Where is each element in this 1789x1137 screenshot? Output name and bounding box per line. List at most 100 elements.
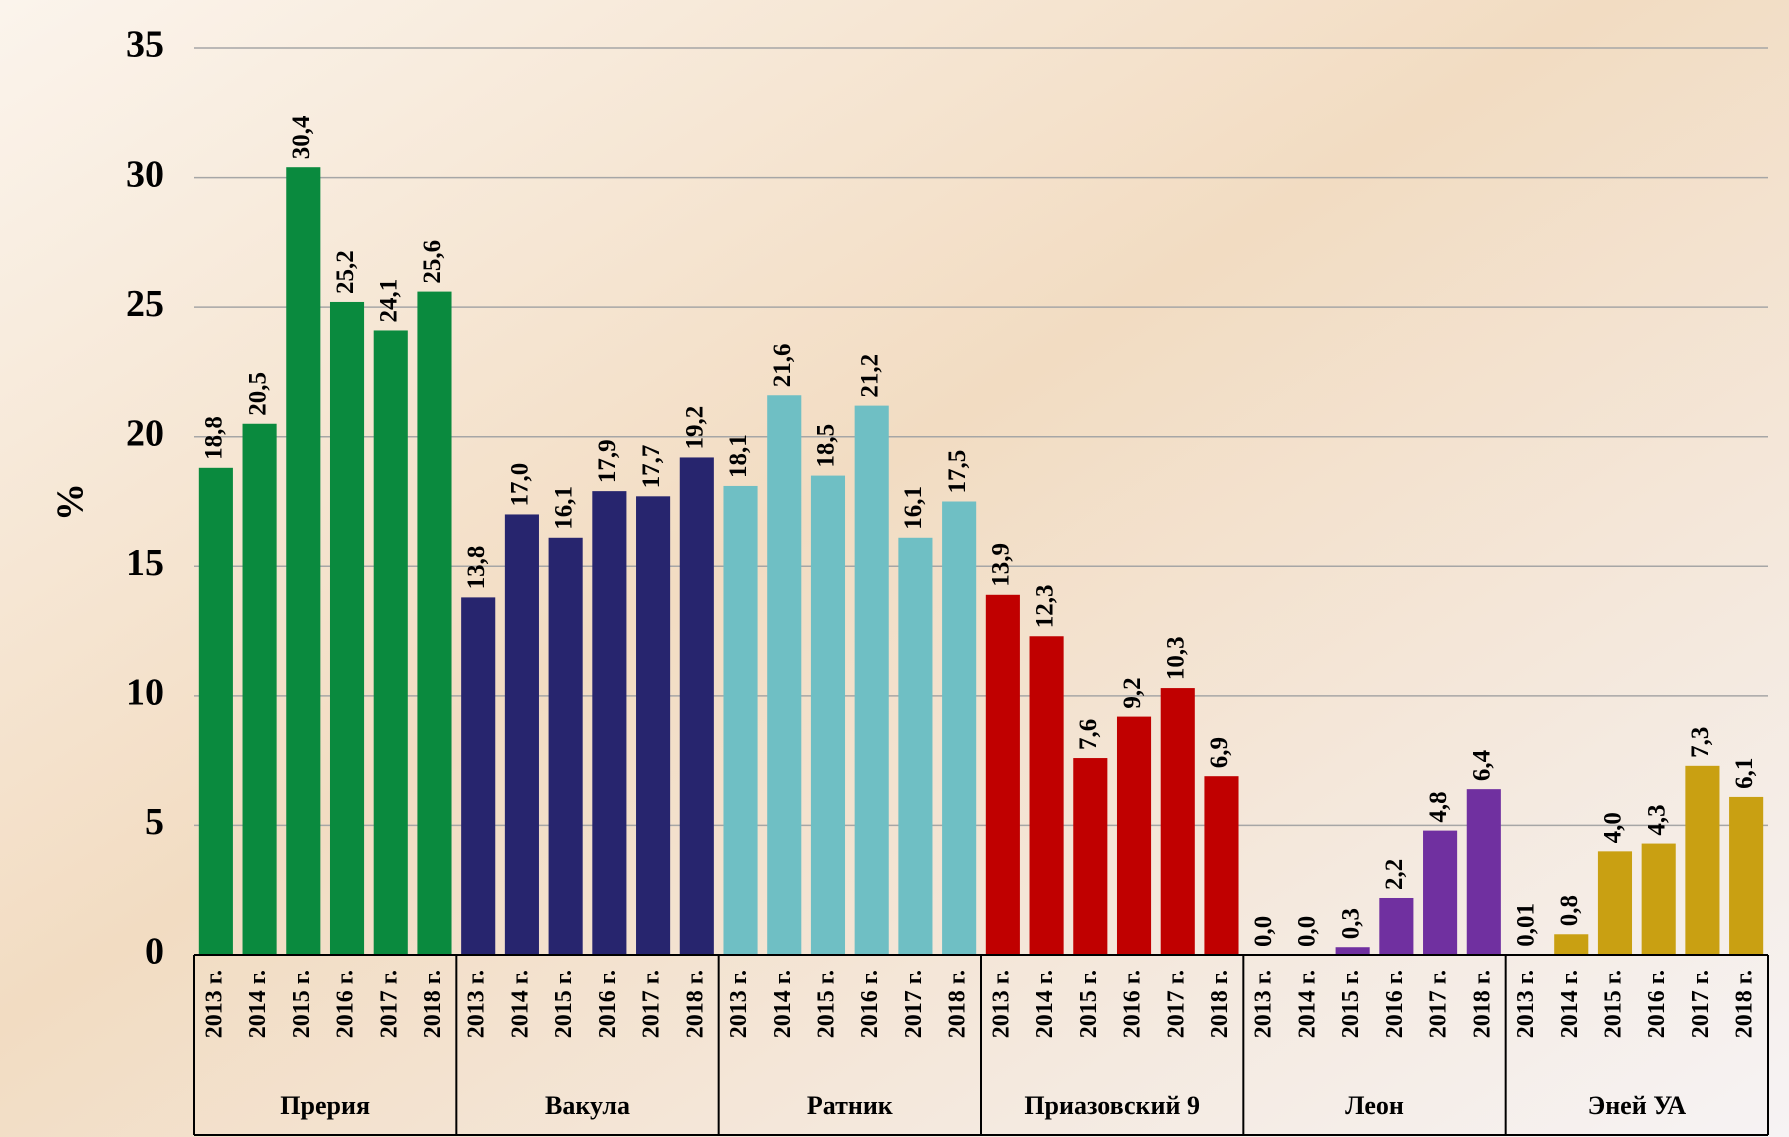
value-label: 0,0 bbox=[1250, 916, 1277, 947]
y-axis-label: % bbox=[50, 483, 92, 521]
x-tick-label: 2015 г. bbox=[1600, 970, 1626, 1038]
x-tick-label: 2017 г. bbox=[1426, 970, 1452, 1038]
value-label: 17,9 bbox=[594, 439, 621, 483]
bar bbox=[373, 330, 408, 956]
y-tick-label: 35 bbox=[126, 24, 164, 66]
value-label: 0,0 bbox=[1294, 916, 1321, 947]
value-label: 6,9 bbox=[1206, 737, 1233, 768]
x-tick-label: 2016 г. bbox=[1382, 970, 1408, 1038]
group-label: Эней УА bbox=[1588, 1091, 1687, 1120]
bar bbox=[636, 496, 671, 955]
bar bbox=[504, 514, 539, 955]
x-tick-label: 2013 г. bbox=[1513, 970, 1539, 1038]
bar bbox=[1466, 789, 1501, 955]
x-tick-label: 2013 г. bbox=[726, 970, 752, 1038]
bar bbox=[548, 537, 583, 955]
value-label: 13,9 bbox=[988, 543, 1015, 587]
bar bbox=[767, 395, 802, 955]
y-tick-label: 5 bbox=[145, 801, 164, 843]
x-tick-label: 2016 г. bbox=[1644, 970, 1670, 1038]
value-label: 30,4 bbox=[288, 115, 315, 159]
x-tick-label: 2017 г. bbox=[1163, 970, 1189, 1038]
value-label: 4,3 bbox=[1643, 804, 1670, 835]
x-tick-label: 2015 г. bbox=[289, 970, 315, 1038]
value-label: 20,5 bbox=[244, 372, 271, 416]
bar bbox=[1423, 830, 1458, 955]
value-label: 17,0 bbox=[507, 463, 534, 507]
x-tick-label: 2017 г. bbox=[376, 970, 402, 1038]
x-tick-label: 2014 г. bbox=[1294, 970, 1320, 1038]
value-label: 24,1 bbox=[375, 279, 402, 323]
value-label: 18,5 bbox=[813, 424, 840, 468]
value-label: 6,1 bbox=[1731, 758, 1758, 789]
x-tick-label: 2014 г. bbox=[770, 970, 796, 1038]
bar bbox=[1597, 851, 1633, 955]
bar bbox=[1729, 796, 1764, 955]
bar bbox=[1379, 897, 1414, 955]
y-tick-label: 15 bbox=[126, 542, 164, 584]
y-tick-label: 10 bbox=[126, 672, 164, 714]
value-label: 16,1 bbox=[550, 486, 577, 530]
x-tick-label: 2017 г. bbox=[1688, 970, 1714, 1038]
bar bbox=[1641, 843, 1676, 955]
value-label: 19,2 bbox=[682, 406, 709, 450]
group-label: Прерия bbox=[280, 1091, 370, 1120]
value-label: 16,1 bbox=[900, 486, 927, 530]
bar bbox=[329, 301, 365, 956]
value-label: 7,3 bbox=[1687, 727, 1714, 758]
bar bbox=[985, 594, 1020, 955]
value-label: 12,3 bbox=[1031, 585, 1058, 629]
bar bbox=[810, 475, 846, 955]
value-label: 6,4 bbox=[1469, 749, 1496, 781]
bar bbox=[723, 485, 758, 955]
y-tick-label: 20 bbox=[126, 412, 164, 454]
value-label: 2,2 bbox=[1381, 859, 1408, 890]
value-label: 13,8 bbox=[463, 546, 490, 590]
bar bbox=[461, 597, 496, 955]
value-label: 25,6 bbox=[419, 240, 446, 284]
x-tick-label: 2016 г. bbox=[333, 970, 359, 1038]
x-tick-label: 2013 г. bbox=[988, 970, 1014, 1038]
value-label: 21,6 bbox=[769, 344, 796, 388]
bar bbox=[242, 423, 277, 955]
bar bbox=[854, 405, 889, 955]
x-tick-label: 2015 г. bbox=[1338, 970, 1364, 1038]
value-label: 18,1 bbox=[725, 434, 752, 478]
x-tick-label: 2014 г. bbox=[1557, 970, 1583, 1038]
x-tick-label: 2017 г. bbox=[639, 970, 665, 1038]
x-tick-label: 2018 г. bbox=[1469, 970, 1495, 1038]
x-tick-label: 2013 г. bbox=[1251, 970, 1277, 1038]
value-label: 7,6 bbox=[1075, 719, 1102, 750]
x-tick-label: 2015 г. bbox=[813, 970, 839, 1038]
x-tick-label: 2013 г. bbox=[464, 970, 490, 1038]
x-tick-label: 2017 г. bbox=[901, 970, 927, 1038]
x-tick-label: 2014 г. bbox=[507, 970, 533, 1038]
bar bbox=[1029, 636, 1064, 955]
x-tick-label: 2016 г. bbox=[1120, 970, 1146, 1038]
x-tick-label: 2018 г. bbox=[1207, 970, 1233, 1038]
bar bbox=[1335, 947, 1370, 955]
x-tick-label: 2015 г. bbox=[1076, 970, 1102, 1038]
y-tick-label: 0 bbox=[145, 931, 164, 973]
x-tick-label: 2018 г. bbox=[945, 970, 971, 1038]
value-label: 0,01 bbox=[1512, 903, 1539, 947]
bar bbox=[898, 537, 933, 955]
x-tick-label: 2015 г. bbox=[551, 970, 577, 1038]
bar bbox=[1554, 934, 1589, 955]
group-label: Ратник bbox=[807, 1091, 893, 1120]
value-label: 17,5 bbox=[944, 450, 971, 494]
bar bbox=[679, 457, 714, 955]
x-tick-label: 2018 г. bbox=[1732, 970, 1758, 1038]
bar bbox=[942, 501, 977, 955]
value-label: 0,8 bbox=[1556, 895, 1583, 926]
y-tick-label: 25 bbox=[126, 283, 164, 325]
bar bbox=[592, 491, 627, 955]
group-label: Вакула bbox=[545, 1091, 630, 1120]
value-label: 10,3 bbox=[1162, 636, 1189, 680]
x-tick-label: 2018 г. bbox=[420, 970, 446, 1038]
bar bbox=[1685, 765, 1720, 955]
group-label: Леон bbox=[1345, 1091, 1404, 1120]
x-tick-label: 2016 г. bbox=[595, 970, 621, 1038]
bar bbox=[417, 291, 452, 955]
